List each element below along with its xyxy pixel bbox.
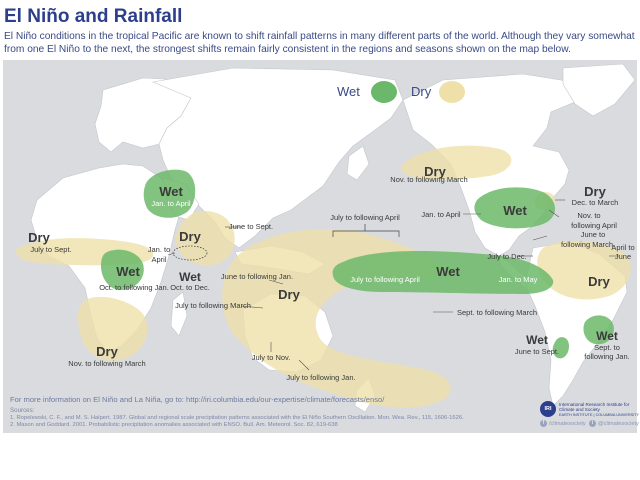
season-central-america-2: following March: [561, 240, 613, 249]
wet-region-east-africa: [101, 249, 144, 290]
season-us-southeast: Dec. to March: [572, 198, 619, 207]
season-caribbean-2: following April: [571, 221, 617, 230]
leader-july-jan: [298, 359, 310, 371]
label-dry-indonesia: Dry: [278, 287, 300, 302]
season-south-pacific: Sept. to following March: [457, 308, 537, 317]
label-dry-southern-africa: Dry: [96, 344, 118, 359]
iri-name: International Research Institute for Cli…: [559, 402, 630, 413]
wet-region-equatorial-pacific: [332, 251, 554, 294]
season-indonesia-june-jan: June to following Jan.: [221, 272, 293, 281]
label-dry-north-america: Dry: [424, 164, 446, 179]
label-wet-pacific: Wet: [436, 264, 460, 279]
season-northern-sa: July to Dec.: [487, 252, 526, 261]
season-southeast-sa-1: Sept. to: [594, 343, 620, 352]
season-east-africa: Oct. to following Jan.: [99, 283, 169, 292]
wet-region-central-asia: [143, 169, 196, 218]
dry-region-india: [175, 211, 235, 266]
wet-region-chile: [552, 337, 569, 359]
bracket-central-pacific: [332, 224, 400, 237]
label-dry-northeast-brazil: Dry: [588, 274, 610, 289]
land-asia: [151, 67, 404, 249]
iri-logo: IRI International Research Institute for…: [540, 401, 640, 435]
land-greenland: [562, 63, 636, 117]
legend-wet-label: Wet: [337, 84, 360, 99]
leader-indonesia-june-jan: [268, 279, 284, 285]
label-dry-us-southeast: Dry: [584, 184, 606, 199]
wet-regions: [101, 169, 614, 359]
source-2: 2. Mason and Goddard. 2001. Probabilisti…: [10, 422, 338, 428]
more-info-link[interactable]: For more information on El Niño and La N…: [10, 395, 385, 404]
label-wet-east-africa: Wet: [116, 264, 140, 279]
label-dry-india: Dry: [179, 229, 201, 244]
source-1: 1. Ropelewski, C. F., and M. S. Halpert.…: [10, 415, 464, 421]
season-northeast-brazil-1: April to: [611, 243, 634, 252]
season-northeast-brazil-2: June: [615, 252, 631, 261]
label-dry-sahel: Dry: [28, 230, 50, 245]
sources-heading: Sources:: [10, 407, 35, 414]
wet-region-us-south: [474, 187, 555, 229]
season-sahel: July to Sept.: [30, 245, 71, 254]
season-chile: June to Sept.: [515, 347, 559, 356]
season-central-asia: Jan. to April: [151, 199, 191, 208]
season-east-africa-jan-apr-2: April: [151, 255, 166, 264]
label-wet-east-africa-oct: Wet: [179, 270, 201, 284]
region-type-labels: Wet Dry Dry Wet Wet Dry Dry Wet Dry Wet …: [28, 164, 618, 359]
land-japan: [346, 145, 370, 181]
page-title: El Niño and Rainfall: [4, 6, 183, 27]
season-central-america-1: June to: [581, 230, 606, 239]
land-madagascar: [170, 291, 188, 337]
dry-region-southern-africa: [78, 296, 148, 361]
season-east-africa-jan-apr: Jan. to: [148, 245, 171, 254]
dry-region-north-america: [400, 145, 512, 181]
label-wet-chile: Wet: [526, 333, 548, 347]
wet-region-southeast-sa: [583, 315, 614, 345]
dotted-outline-east-africa: [172, 245, 208, 261]
leader-indonesia-july-march: [240, 305, 264, 309]
iri-affiliation: EARTH INSTITUTE | COLUMBIA UNIVERSITY: [559, 413, 640, 418]
legend-dry-swatch: [439, 81, 465, 103]
season-labels: Jan. to April June to Sept. July to Sept…: [30, 175, 634, 382]
leader-east-africa-jan-apr: [167, 252, 176, 256]
leader-lines: [167, 199, 619, 371]
iri-logo-text: International Research Institute for Cli…: [559, 402, 640, 419]
twitter-handle: @climatesociety: [598, 420, 639, 427]
iri-seal-icon: IRI: [540, 401, 556, 417]
intro-text: El Niño conditions in the tropical Pacif…: [4, 31, 635, 55]
season-australia-july-jan: July to following Jan.: [286, 373, 355, 382]
season-east-africa-oct-dec: Oct. to Dec.: [170, 283, 210, 292]
season-caribbean-1: Nov. to: [577, 211, 600, 220]
season-australia-july-nov: July to Nov.: [252, 353, 291, 362]
world-map: Wet Dry Dry Wet Wet Dry Dry Wet Dry Wet …: [3, 60, 637, 433]
season-central-pacific: July to following April: [330, 213, 400, 222]
season-southern-africa: Nov. to following March: [68, 359, 145, 368]
dry-region-northeast-brazil: [537, 240, 631, 300]
facebook-handle: /climatesociety: [549, 420, 586, 427]
season-us-south: Jan. to April: [421, 210, 461, 219]
season-north-america: Nov. to following March: [390, 175, 467, 184]
twitter-icon: t: [589, 420, 596, 427]
season-southeast-sa-2: following Jan.: [584, 352, 629, 361]
label-wet-central-asia: Wet: [159, 184, 183, 199]
leader-central-america: [532, 235, 548, 241]
season-india: June to Sept.: [229, 222, 273, 231]
facebook-link[interactable]: f/climatesociety: [540, 420, 586, 427]
season-indonesia: July to following March: [175, 301, 251, 310]
season-equatorial-pacific: July to following April: [350, 275, 420, 284]
twitter-link[interactable]: t @climatesociety: [589, 420, 639, 427]
label-wet-us-south: Wet: [503, 203, 527, 218]
legend-wet-swatch: [371, 81, 397, 103]
legend-dry-label: Dry: [411, 84, 432, 99]
label-wet-southeast-sa: Wet: [596, 329, 618, 343]
facebook-icon: f: [540, 420, 547, 427]
season-equatorial-pacific-jan-may: Jan. to May: [499, 275, 538, 284]
leader-caribbean: [548, 209, 560, 218]
legend: Wet Dry: [337, 81, 465, 103]
